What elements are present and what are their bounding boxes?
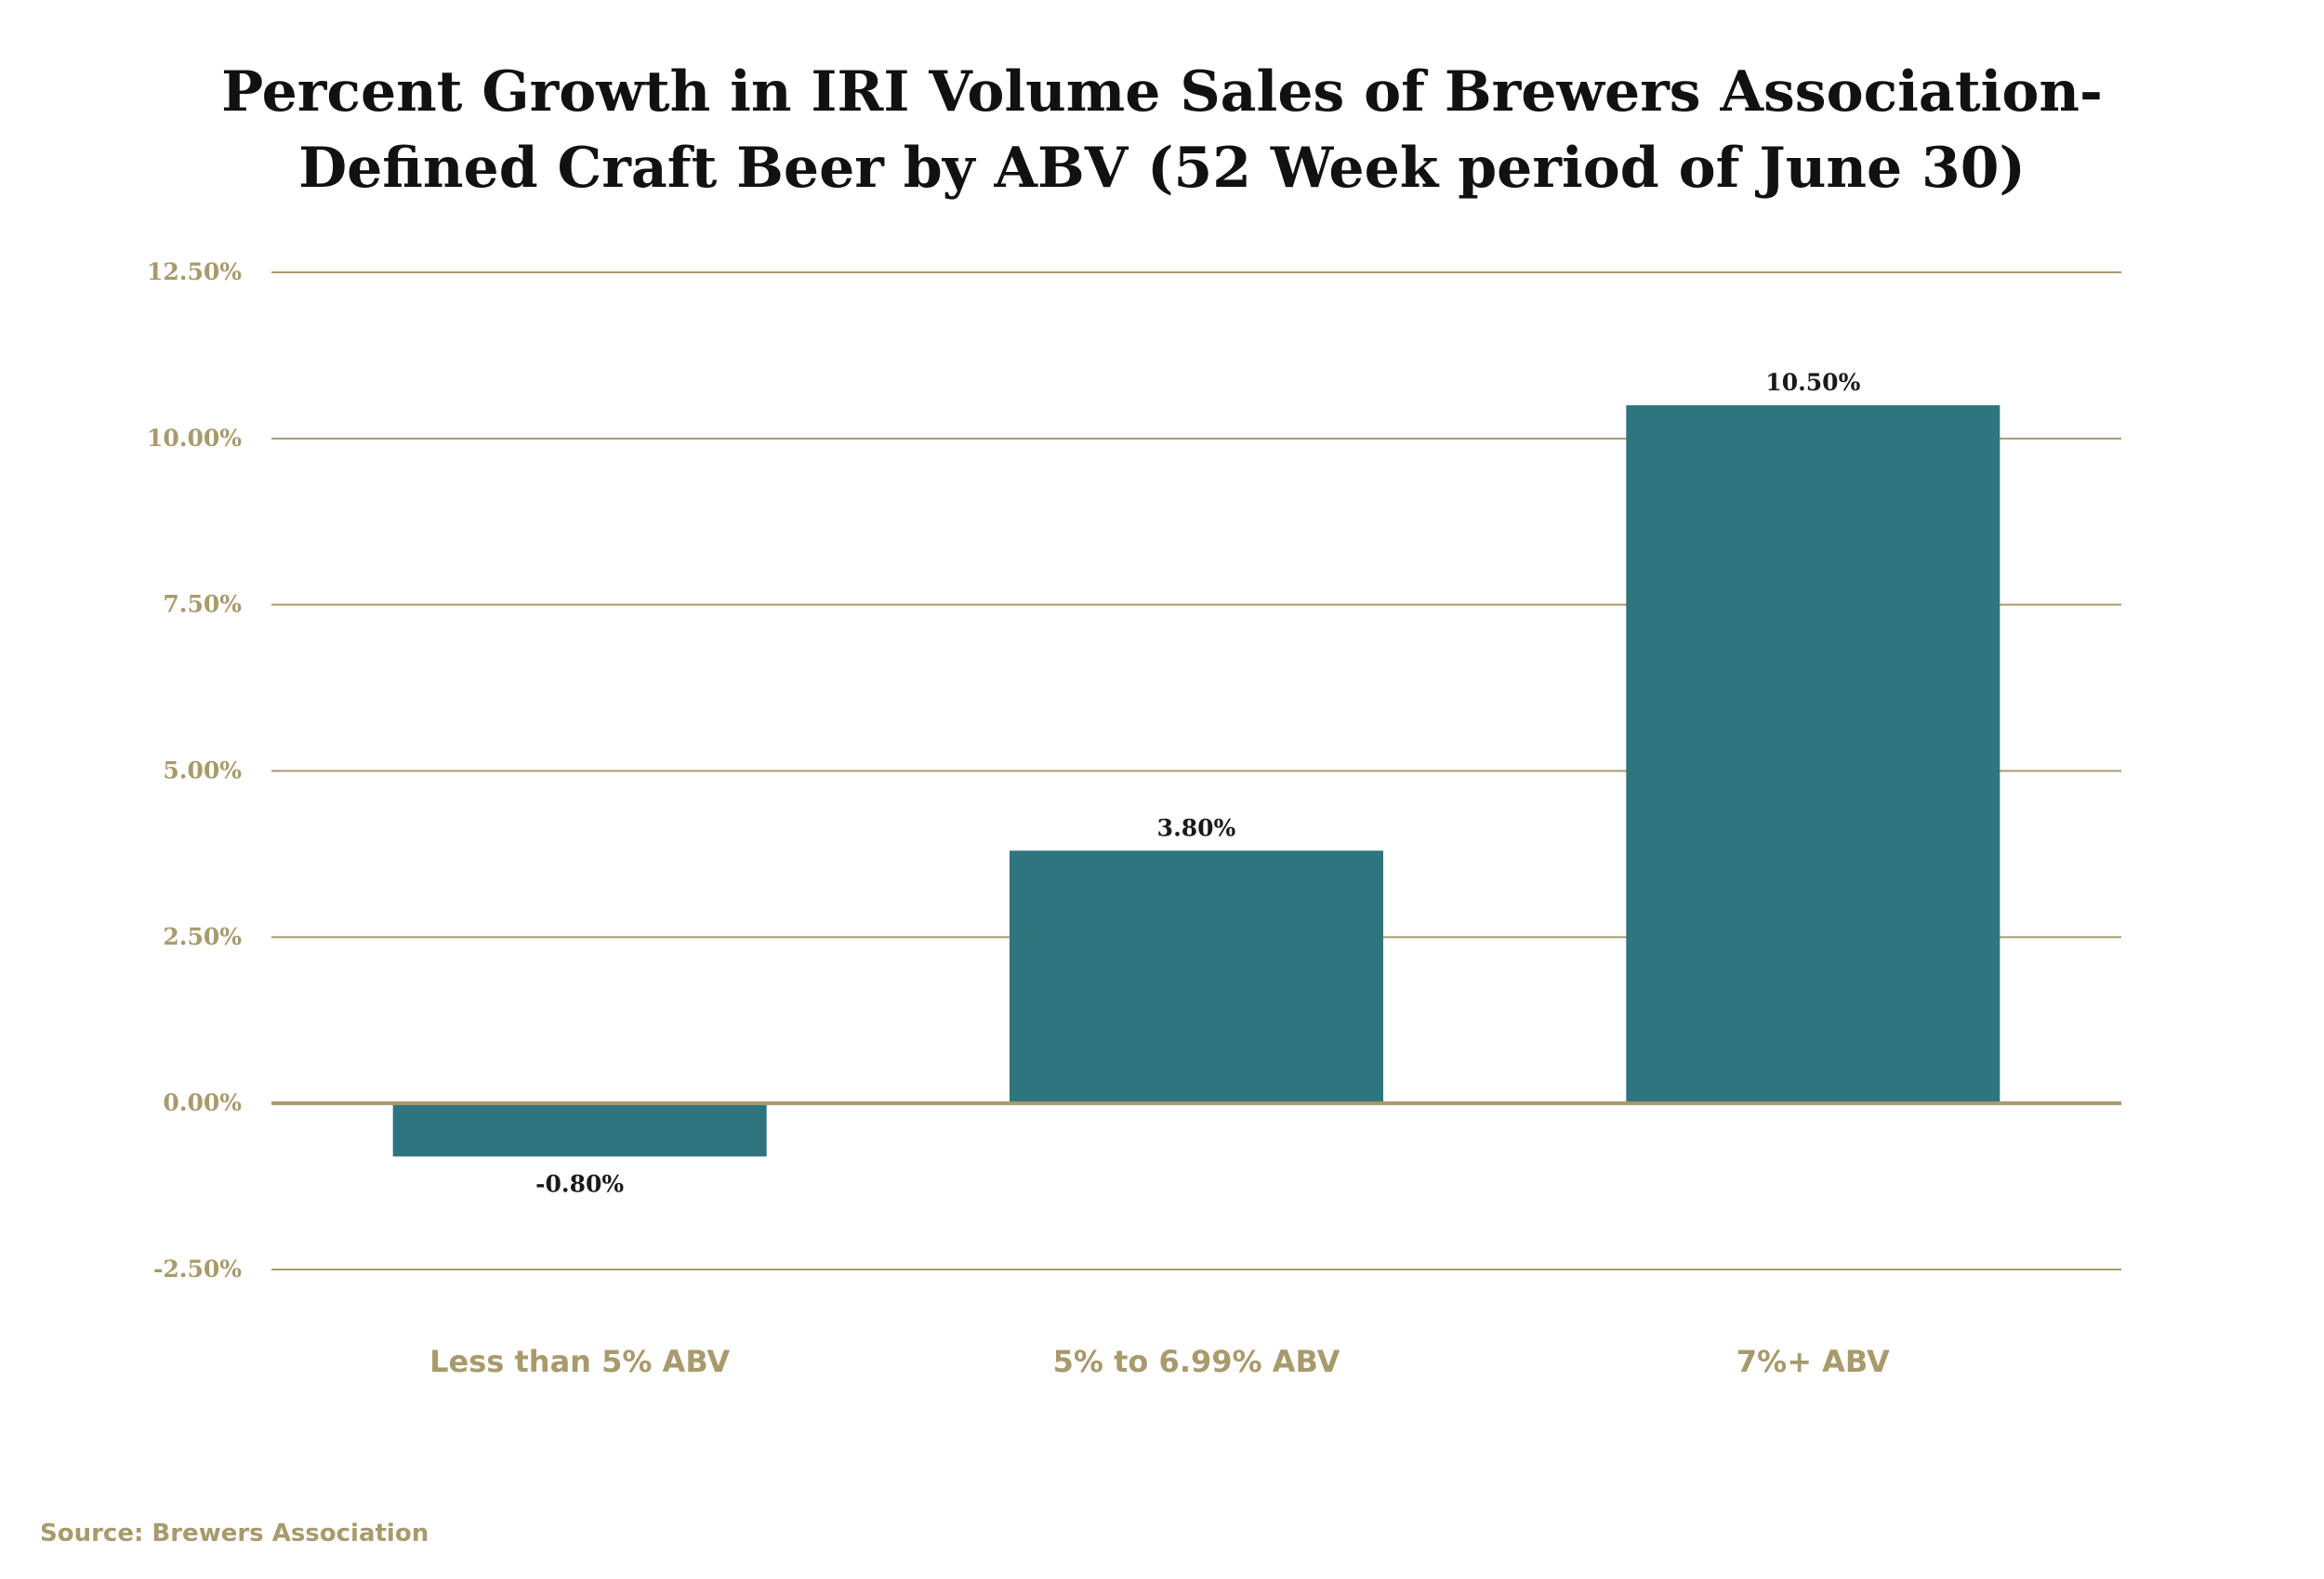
bar-value-label: -0.80% [535, 1170, 624, 1197]
bar-value-labels: -0.80% 3.80% 10.50% [535, 369, 1860, 1197]
bar-value-label: 3.80% [1157, 814, 1236, 841]
y-tick-label: 5.00% [163, 757, 242, 784]
y-tick-label: 0.00% [163, 1089, 242, 1116]
x-category-label: 7%+ ABV [1736, 1344, 1890, 1379]
y-tick-label: 10.00% [147, 425, 242, 452]
bar [1010, 850, 1383, 1104]
bars [392, 405, 2000, 1157]
bar [392, 1103, 767, 1157]
y-tick-label: 7.50% [163, 591, 242, 618]
y-tick-label: -2.50% [153, 1256, 242, 1283]
chart-title-line-2: Defined Craft Beer by ABV (52 Week perio… [298, 136, 2026, 201]
bar-value-label: 10.50% [1765, 369, 1860, 396]
x-category-label: Less than 5% ABV [429, 1344, 730, 1379]
source-note: Source: Brewers Association [40, 1520, 429, 1547]
x-axis-category-labels: Less than 5% ABV 5% to 6.99% ABV 7%+ ABV [429, 1344, 1890, 1379]
chart-title: Percent Growth in IRI Volume Sales of Br… [0, 54, 2324, 206]
chart-title-line-1: Percent Growth in IRI Volume Sales of Br… [221, 59, 2103, 125]
y-axis-tick-labels: 12.50% 10.00% 7.50% 5.00% 2.50% 0.00% -2.50% [147, 258, 242, 1283]
y-tick-label: 2.50% [163, 923, 242, 950]
y-tick-label: 12.50% [147, 258, 242, 285]
bar [1626, 405, 2000, 1104]
x-category-label: 5% to 6.99% ABV [1053, 1344, 1340, 1379]
